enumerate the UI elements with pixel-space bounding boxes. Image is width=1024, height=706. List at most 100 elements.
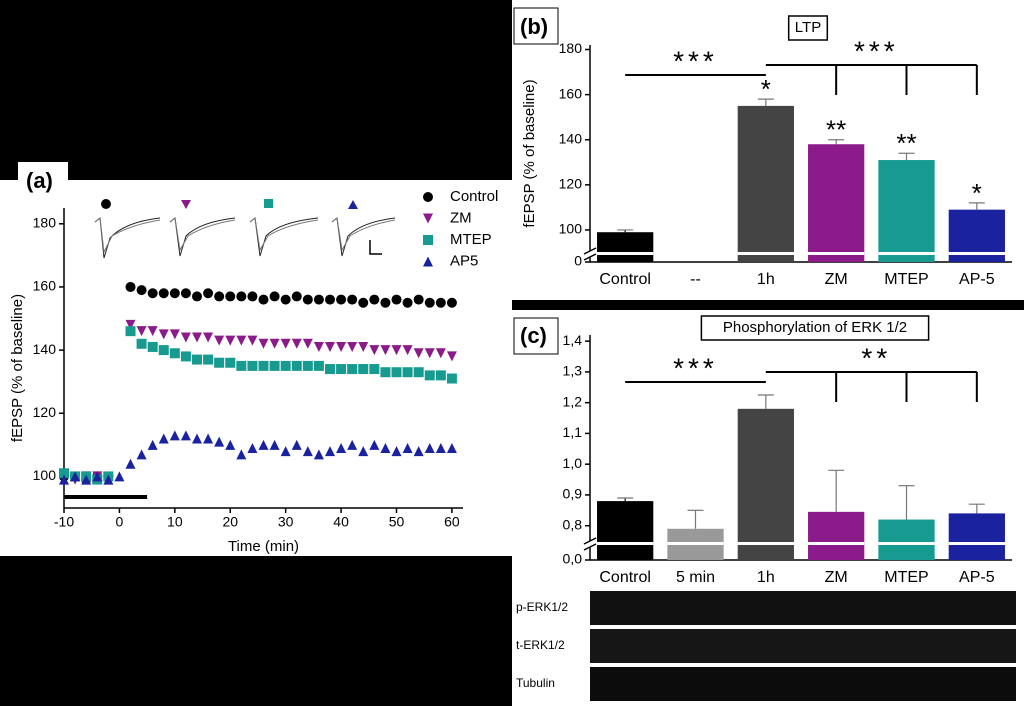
data-point <box>147 288 158 299</box>
data-point <box>347 341 358 352</box>
data-point <box>358 297 369 308</box>
data-point <box>169 288 180 299</box>
x-tick-label: Control <box>599 271 651 288</box>
y-tick-label: 0,8 <box>563 516 583 532</box>
y-tick-label: 180 <box>559 40 583 56</box>
data-point <box>446 351 457 362</box>
data-point <box>313 341 324 352</box>
data-point <box>158 329 169 340</box>
data-point <box>125 458 136 469</box>
data-point <box>402 443 413 453</box>
data-point <box>325 364 335 375</box>
data-point <box>70 471 81 482</box>
data-point <box>225 439 236 450</box>
data-point <box>302 338 313 349</box>
data-point <box>203 354 214 365</box>
data-point <box>391 446 402 457</box>
data-point <box>225 335 236 346</box>
data-point <box>269 338 280 349</box>
data-point <box>125 326 136 337</box>
blot-label: p-ERK1/2 <box>516 600 568 614</box>
blot-label: Tubulin <box>516 676 555 690</box>
inset-marker <box>101 199 111 209</box>
bar <box>597 232 654 262</box>
data-point <box>59 468 69 479</box>
panel-label: (a) <box>26 168 53 193</box>
data-point <box>214 335 225 346</box>
label-box <box>513 7 559 45</box>
data-point <box>203 332 214 343</box>
data-point <box>158 345 169 356</box>
label-box <box>513 317 559 355</box>
data-point <box>313 360 324 371</box>
y-tick-label: 140 <box>559 130 583 146</box>
y-tick-label: 100 <box>33 467 57 483</box>
legend-marker <box>423 256 433 267</box>
data-point <box>380 367 391 378</box>
data-point <box>291 338 302 349</box>
significance: * <box>761 74 771 104</box>
blot-label: t-ERK1/2 <box>516 638 565 652</box>
data-point <box>402 297 413 308</box>
x-tick-label: 20 <box>222 514 238 530</box>
data-point <box>424 297 435 308</box>
x-tick-label: MTEP <box>884 569 928 586</box>
data-point <box>380 345 391 356</box>
significance: ** <box>896 128 916 158</box>
data-point <box>446 443 457 453</box>
y-tick-label: 100 <box>559 221 583 237</box>
data-point <box>435 443 446 453</box>
data-point <box>413 294 424 305</box>
data-point <box>446 297 457 308</box>
data-point <box>192 291 202 302</box>
data-point <box>424 348 435 359</box>
data-point <box>214 436 225 447</box>
y-tick-label: 1,0 <box>563 455 583 471</box>
y-tick-label: 180 <box>33 214 57 230</box>
data-point <box>59 474 69 485</box>
data-point <box>225 357 236 368</box>
data-point <box>103 474 114 485</box>
data-point <box>147 326 158 337</box>
legend-label: AP5 <box>450 252 478 269</box>
trace-insets <box>94 217 396 259</box>
data-point <box>336 294 347 305</box>
axis-break <box>583 537 597 551</box>
x-tick-label: AP-5 <box>959 569 995 586</box>
data-point <box>269 360 280 371</box>
data-point <box>180 351 191 362</box>
data-point <box>391 367 402 378</box>
data-point <box>125 319 136 330</box>
data-point <box>180 288 191 299</box>
data-point <box>258 294 269 305</box>
data-point <box>258 338 269 349</box>
blots <box>590 591 1016 701</box>
bracket-label: *** <box>854 35 899 66</box>
data-point <box>435 370 446 381</box>
x-tick-label: ZM <box>825 271 848 288</box>
data-point <box>302 294 313 305</box>
data-point <box>424 443 435 453</box>
data-point <box>203 433 214 444</box>
data-point <box>236 360 247 371</box>
legend-marker <box>423 235 433 245</box>
x-tick-label: 1h <box>757 271 775 288</box>
legend-label: MTEP <box>450 231 492 248</box>
data-point <box>313 449 324 460</box>
data-point <box>214 291 225 302</box>
data-point <box>247 360 258 371</box>
data-point <box>236 335 247 346</box>
data-point <box>413 348 424 359</box>
y-axis-label: fEPSP (% of baseline) <box>521 79 538 227</box>
break-stripe <box>948 252 1005 255</box>
bracket-label: *** <box>673 45 718 76</box>
data-point <box>136 449 147 460</box>
legend-label: ZM <box>450 209 472 226</box>
data-point <box>358 341 369 352</box>
label-box <box>18 162 68 198</box>
chart-title: LTP <box>795 19 821 36</box>
axis-break <box>583 247 597 261</box>
legend-marker <box>423 213 433 224</box>
break-stripe <box>808 542 865 545</box>
y-tick-label: 1,2 <box>563 393 583 409</box>
